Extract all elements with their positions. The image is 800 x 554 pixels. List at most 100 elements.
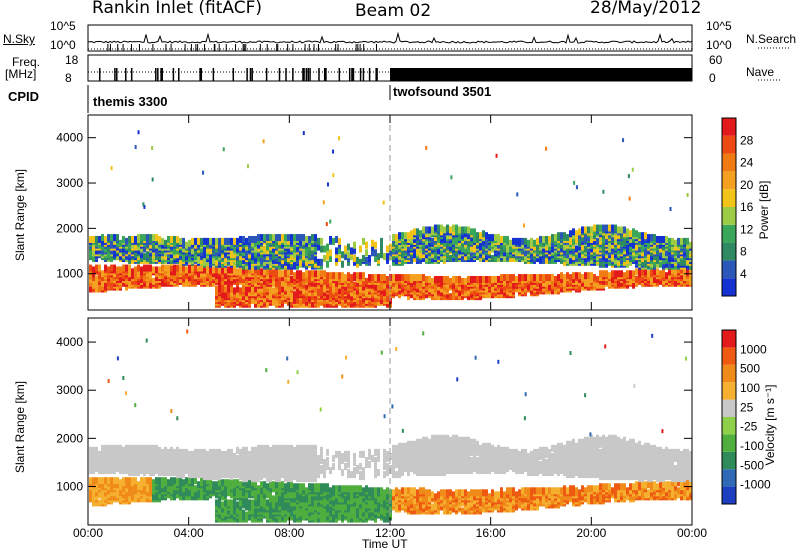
heat-cell	[260, 285, 263, 293]
heat-cell	[263, 285, 266, 293]
heat-cell	[335, 251, 338, 259]
heat-cell	[626, 228, 629, 236]
heat-cell	[128, 256, 131, 264]
heat-cell	[110, 477, 113, 485]
heat-cell	[455, 275, 458, 283]
heat-cell	[488, 279, 491, 287]
heat-cell	[173, 264, 176, 272]
heat-cell	[161, 275, 164, 283]
heat-cell	[89, 249, 92, 257]
heat-cell	[89, 275, 92, 283]
heat-cell	[158, 467, 161, 475]
heat-cell	[623, 226, 626, 234]
heat-cell	[560, 272, 563, 280]
heat-cell	[311, 234, 314, 242]
heat-cell	[455, 237, 458, 245]
heat-cell	[596, 275, 599, 283]
heat-cell	[461, 281, 464, 289]
heat-cell	[332, 296, 335, 304]
heat-cell	[263, 295, 266, 303]
heat-cell	[647, 262, 650, 270]
heat-cell	[296, 270, 299, 278]
heat-cell	[308, 270, 311, 278]
heat-cell	[158, 253, 161, 261]
heat-cell	[611, 274, 614, 282]
heat-cell	[230, 256, 233, 264]
heat-cell	[161, 448, 164, 456]
heat-cell	[359, 300, 362, 308]
heat-cell	[107, 452, 110, 460]
heat-scatter	[602, 189, 605, 194]
heat-cell	[191, 477, 194, 485]
heat-cell	[386, 253, 389, 261]
heat-cell	[89, 279, 92, 287]
heat-cell	[308, 235, 311, 243]
heat-cell	[260, 268, 263, 276]
heat-cell	[533, 253, 536, 261]
heat-cell	[92, 485, 95, 493]
heat-cell	[338, 287, 341, 295]
heat-cell	[200, 448, 203, 456]
heat-cell	[182, 241, 185, 249]
heat-cell	[116, 481, 119, 489]
heat-cell	[149, 234, 152, 242]
heat-cell	[197, 270, 200, 278]
heat-cell	[347, 255, 350, 263]
heat-cell	[503, 289, 506, 297]
heat-cell	[293, 234, 296, 242]
heat-cell	[443, 287, 446, 295]
heat-cell	[392, 283, 395, 291]
heat-cell	[461, 245, 464, 253]
heat-cell	[383, 289, 386, 297]
heat-cell	[173, 239, 176, 247]
heat-cell	[122, 446, 125, 454]
heat-cell	[629, 239, 632, 247]
heat-cell	[446, 281, 449, 289]
heat-cell	[602, 260, 605, 268]
heat-cell	[146, 448, 149, 456]
heat-cell	[584, 226, 587, 234]
heat-cell	[137, 456, 140, 464]
heat-cell	[119, 456, 122, 464]
heat-cell	[350, 253, 353, 261]
heat-cell	[491, 289, 494, 297]
heat-cell	[413, 235, 416, 243]
heat-cell	[398, 274, 401, 282]
heat-cell	[470, 243, 473, 251]
heat-cell	[203, 479, 206, 487]
heat-cell	[149, 485, 152, 493]
heat-cell	[299, 279, 302, 287]
heat-cell	[467, 287, 470, 295]
heat-cell	[542, 239, 545, 247]
heat-cell	[476, 275, 479, 283]
heat-cell	[239, 243, 242, 251]
heat-cell	[329, 235, 332, 243]
heat-cell	[479, 232, 482, 240]
heat-cell	[107, 234, 110, 242]
heat-cell	[353, 241, 356, 249]
heat-cell	[248, 274, 251, 282]
heat-cell	[221, 296, 224, 304]
heat-cell	[623, 235, 626, 243]
heat-cell	[371, 243, 374, 251]
heat-cell	[152, 234, 155, 242]
heat-cell	[632, 241, 635, 249]
heat-cell	[584, 235, 587, 243]
heat-cell	[434, 291, 437, 299]
heat-cell	[650, 253, 653, 261]
heat-cell	[413, 287, 416, 295]
heat-cell	[146, 444, 149, 452]
heat-cell	[140, 448, 143, 456]
heat-cell	[599, 224, 602, 232]
heat-cell	[326, 272, 329, 280]
heat-cell	[689, 241, 692, 249]
heat-cell	[536, 237, 539, 245]
heat-cell	[167, 479, 170, 487]
heat-cell	[263, 245, 266, 253]
heat-cell	[641, 241, 644, 249]
heat-cell	[650, 260, 653, 268]
heat-cell	[224, 266, 227, 274]
heat-cell	[608, 224, 611, 232]
heat-scatter	[495, 153, 498, 158]
heat-cell	[350, 274, 353, 282]
